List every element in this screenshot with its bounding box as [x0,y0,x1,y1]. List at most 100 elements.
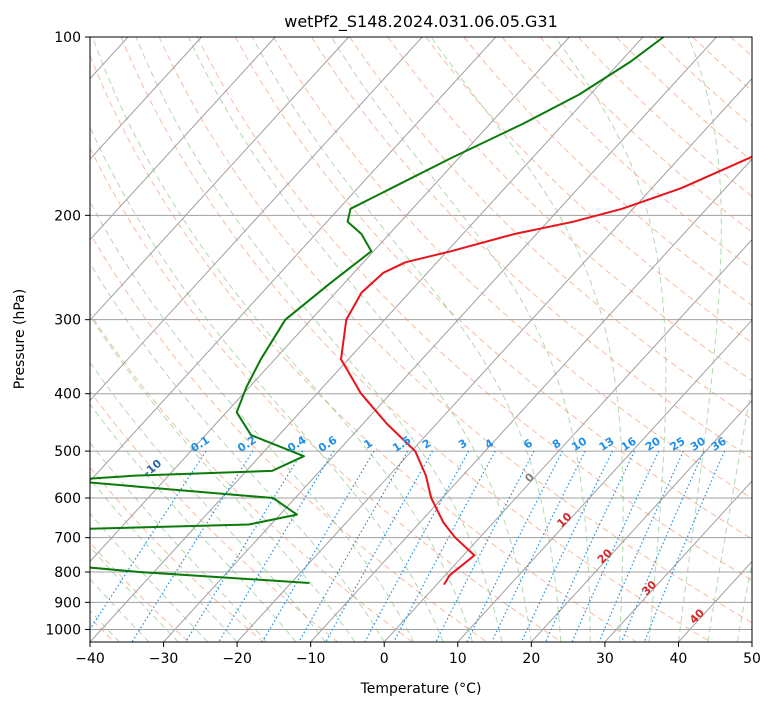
moist-adiabat-label: 10 [554,510,574,530]
isotherm-line [236,77,752,642]
moist-adiabat-line [554,37,667,642]
isotherm-line [90,37,570,563]
mixing-ratio-label: 1 [361,437,375,452]
mixing-ratio-line [218,450,335,642]
mixing-ratio-line [393,450,496,642]
mixing-ratio-line [298,450,409,642]
moist-adiabat-line [90,512,209,642]
mixing-ratio-label: 0.4 [285,433,309,455]
mixing-ratio-line [643,450,726,642]
moist-adiabat-line [251,37,562,642]
moist-adiabat-label: 30 [639,578,659,598]
isotherm-line [530,399,752,642]
moist-adiabat-line [135,37,503,642]
dry-adiabat-line [90,390,339,642]
dry-adiabat-line [90,232,488,642]
moist-adiabat-line [90,442,267,642]
profile-lines [90,37,752,586]
moist-adiabat-line [677,37,722,642]
plot-frame [89,36,753,643]
moist-adiabat-line [90,403,297,642]
mixing-ratio-line [435,450,535,642]
moist-adiabat-line [707,382,752,642]
dry-adiabat-line [90,466,264,642]
x-axis-title: Temperature (°C) [360,681,482,697]
mixing-ratio-label: 2 [420,437,434,452]
isotherm-line [678,560,752,642]
dry-adiabat-line [730,37,752,57]
moist-adiabat-line [92,37,473,642]
dry-adiabat-line [769,37,775,642]
x-tick-label: −10 [296,651,326,667]
dry-adiabat-line [90,53,637,642]
line-labels: 0.1 0.2 0.4 0.6 1 1.5 2 3 4 6 8 10 13 16 20 25 30 36-10 01… [141,433,729,626]
moist-adiabat-line [430,37,624,642]
isotherm-line [90,37,202,160]
chart-title: wetPf2_S148.2024.031.06.05.G31 [284,12,558,32]
mixing-ratio-label: 8 [550,437,564,452]
dry-adiabat-line [425,37,752,344]
mixing-ratio-line [185,450,304,642]
moist-adiabat-line [90,314,356,642]
dry-adiabat-line [654,37,752,127]
isotherm-line [383,238,752,642]
y-tick-label: 600 [54,491,81,507]
mixing-ratio-label: 1.5 [390,433,413,455]
moist-adiabat-line [188,37,532,642]
isotherm-line [751,641,752,642]
y-tick-label: 900 [54,595,81,611]
x-tick-label: 10 [449,651,467,667]
isotherm-line [90,37,497,482]
y-tick-label: 700 [54,531,81,547]
dewpoint-line [90,37,665,584]
y-tick-label: 200 [54,208,81,224]
mixing-ratio-line [571,450,660,642]
x-tick-label: −20 [222,651,252,667]
dry-adiabat-line [539,37,752,233]
x-tick-label: 20 [522,651,540,667]
mixing-ratio-line [364,450,470,642]
dry-adiabat-line [120,37,712,642]
x-tick-label: −40 [75,651,105,667]
y-tick-label: 800 [54,565,81,581]
mixing-ratio-line [466,450,564,642]
isotherm-line [310,158,752,642]
y-tick-label: 500 [54,444,81,460]
isotherm-line [90,37,276,241]
temperature-line [340,155,752,586]
y-tick-label: 100 [54,30,81,46]
mixing-ratio-line [520,450,614,642]
y-tick-label: 400 [54,387,81,403]
isotherm-line [163,37,717,642]
moist-adiabat-label: 20 [595,546,615,566]
mixing-ratio-label: 4 [483,436,497,451]
dry-adiabat-line [311,37,752,460]
dry-adiabat-line [158,37,752,624]
moist-adiabat-line [330,37,591,642]
mixing-ratio-label: 0.1 [188,433,211,455]
background-lines [90,37,775,642]
mixing-ratio-line [131,450,254,642]
moist-adiabat-line [90,262,385,642]
axes: −40 −30 −20 −10 0 10 20 30 40 5010020030040050060… [45,30,761,667]
moist-adiabat-label: 40 [687,606,707,626]
x-tick-label: 0 [380,651,389,667]
y-tick-label: 300 [54,313,81,329]
y-axis-title: Pressure (hPa) [12,289,28,389]
dry-adiabat-line [387,37,752,382]
isotherm-line [90,37,350,321]
x-tick-label: 30 [596,651,614,667]
x-tick-label: −30 [149,651,179,667]
mixing-ratio-line [598,450,685,642]
mixing-ratio-line [491,450,586,642]
moist-adiabat-line [90,361,326,642]
dry-adiabat-line [234,37,752,540]
moist-adiabat-line [90,125,444,642]
dry-adiabat-line [272,37,752,499]
isotherm-line [90,37,423,402]
isotherm-line [90,37,644,642]
moist-adiabat-line [736,561,752,642]
x-tick-label: 40 [670,651,688,667]
isotherm-line [604,480,752,642]
